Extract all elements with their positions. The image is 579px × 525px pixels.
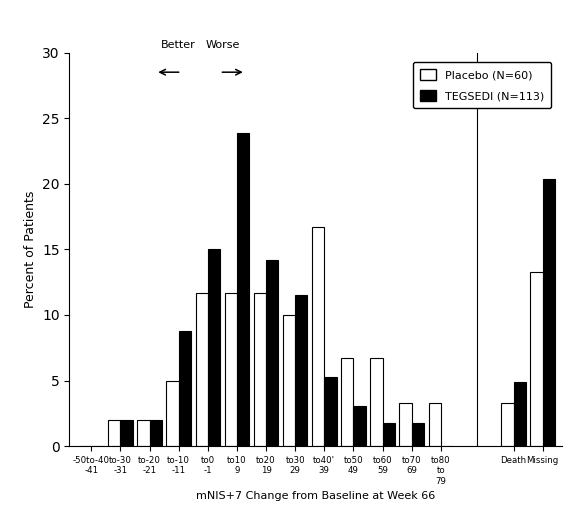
Bar bbox=[400, 403, 412, 446]
Bar bbox=[371, 358, 383, 446]
Bar bbox=[353, 405, 366, 446]
X-axis label: mNIS+7 Change from Baseline at Week 66: mNIS+7 Change from Baseline at Week 66 bbox=[196, 491, 435, 501]
Bar bbox=[166, 381, 179, 446]
Bar bbox=[196, 293, 208, 446]
Bar bbox=[266, 260, 278, 446]
Y-axis label: Percent of Patients: Percent of Patients bbox=[24, 191, 36, 308]
Bar bbox=[530, 272, 543, 446]
Bar bbox=[412, 423, 424, 446]
Text: Better: Better bbox=[162, 40, 196, 50]
Bar bbox=[108, 420, 120, 446]
Bar bbox=[383, 423, 395, 446]
Bar bbox=[254, 293, 266, 446]
Bar bbox=[324, 377, 336, 446]
Bar bbox=[137, 420, 149, 446]
Bar bbox=[208, 249, 220, 446]
Text: Worse: Worse bbox=[205, 40, 240, 50]
Bar bbox=[543, 178, 555, 446]
Bar bbox=[179, 331, 191, 446]
Bar bbox=[514, 382, 526, 446]
Bar bbox=[428, 403, 441, 446]
Bar bbox=[312, 227, 324, 446]
Bar bbox=[295, 295, 307, 446]
Bar bbox=[120, 420, 133, 446]
Bar bbox=[225, 293, 237, 446]
Bar bbox=[237, 132, 249, 446]
Legend: Placebo (N=60), TEGSEDI (N=113): Placebo (N=60), TEGSEDI (N=113) bbox=[413, 62, 551, 108]
Bar bbox=[149, 420, 162, 446]
Bar bbox=[283, 315, 295, 446]
Bar bbox=[501, 403, 514, 446]
Bar bbox=[341, 358, 353, 446]
